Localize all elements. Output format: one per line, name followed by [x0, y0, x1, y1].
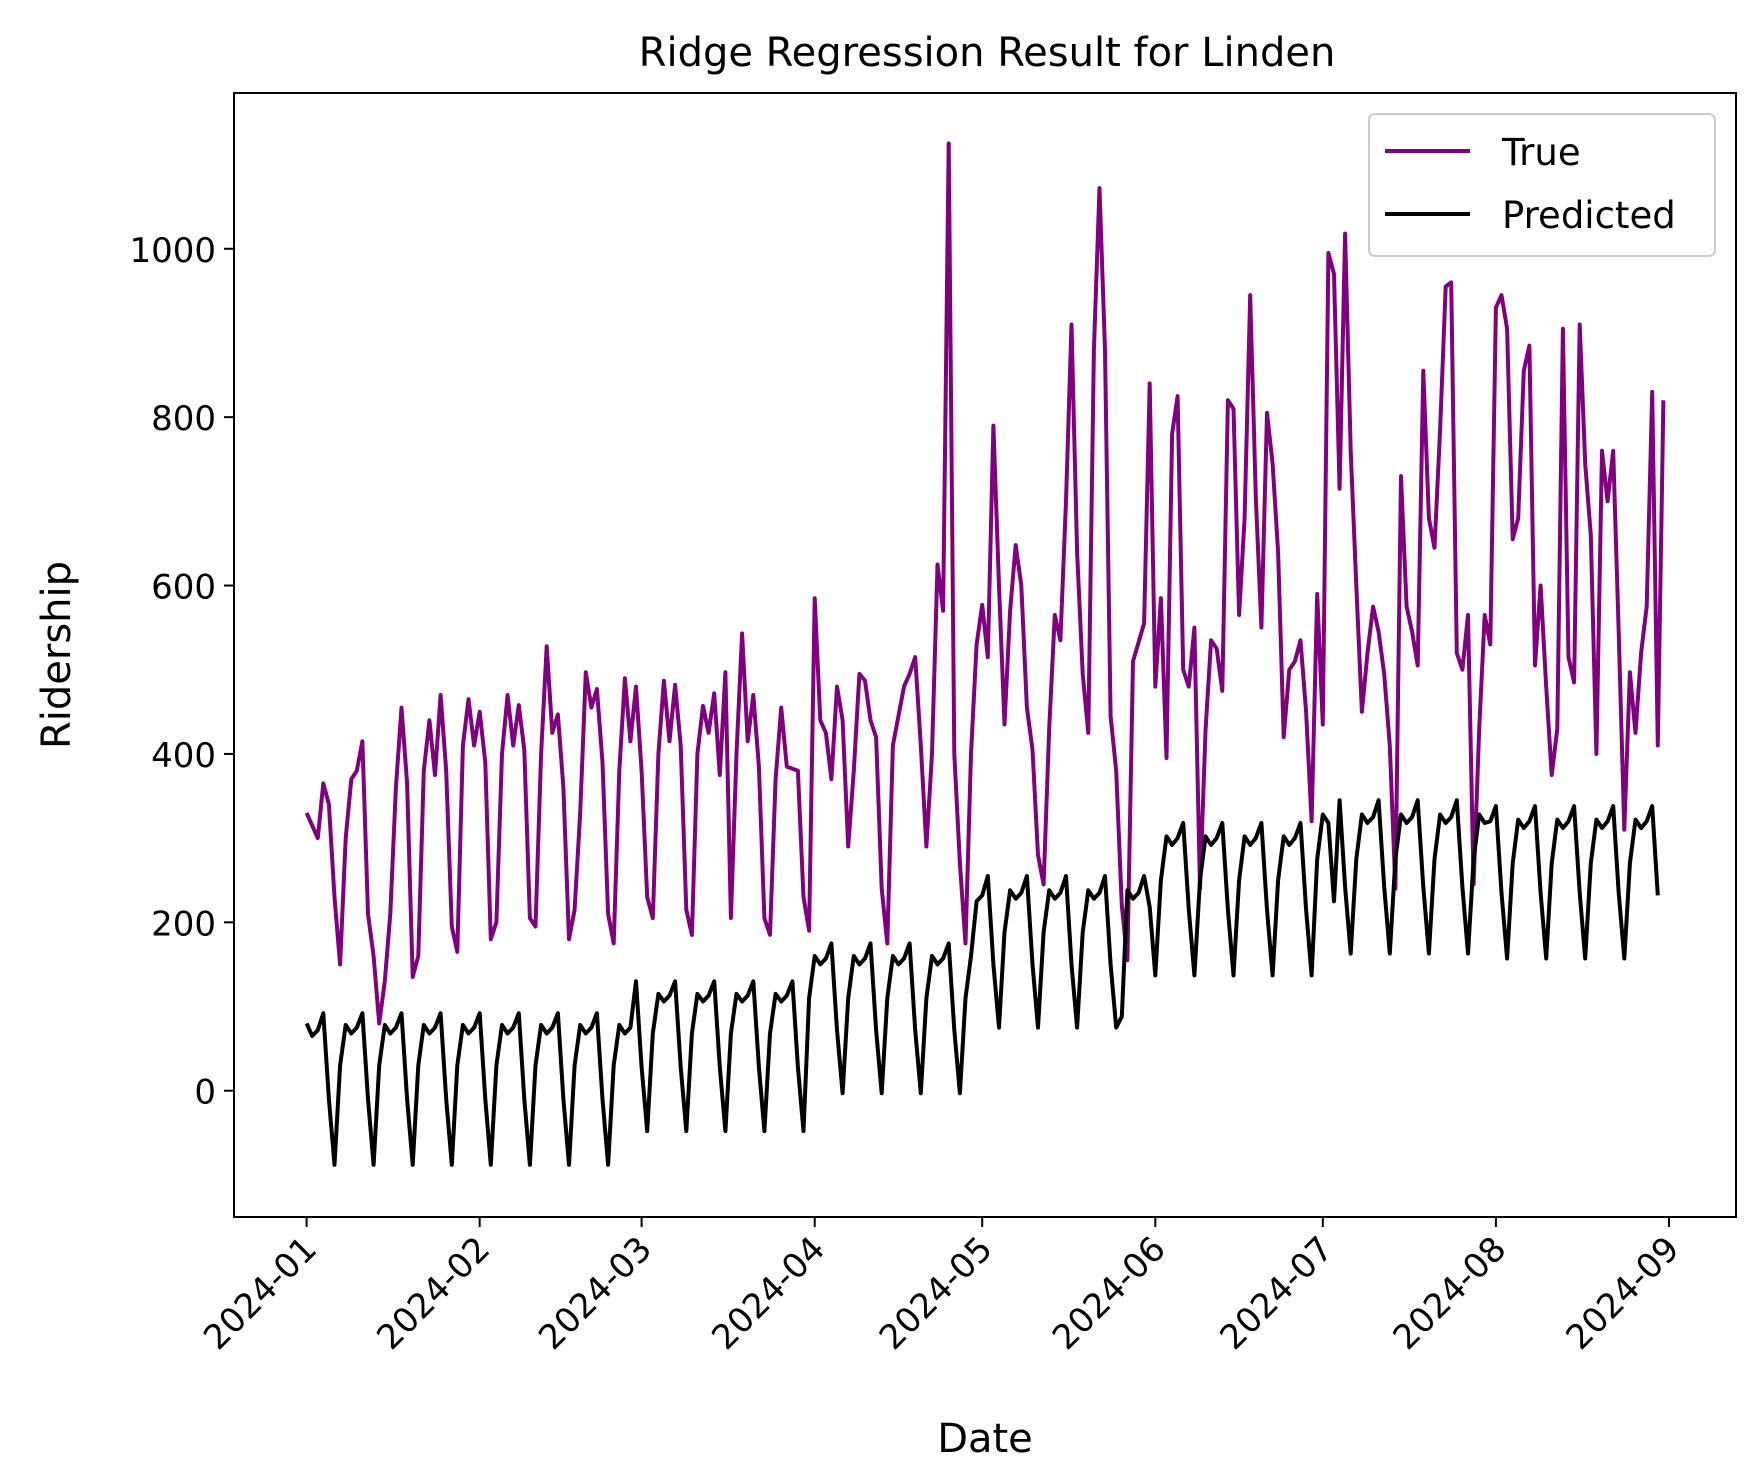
y-tick-label: 200: [151, 904, 216, 944]
y-axis-ticks: 0 200 400 600 800 1000: [129, 231, 234, 1113]
y-tick-label: 400: [151, 736, 216, 776]
series-line-true: [304, 141, 1666, 1026]
legend-label-predicted: Predicted: [1502, 194, 1676, 237]
chart-title: Ridge Regression Result for Linden: [639, 30, 1336, 76]
y-tick-label: 1000: [129, 231, 216, 271]
y-axis-label: Ridership: [34, 561, 80, 749]
y-tick-label: 800: [151, 399, 216, 439]
plot-frame: [233, 92, 1737, 1218]
legend: True Predicted: [1368, 113, 1716, 257]
y-tick-label: 600: [151, 568, 216, 608]
series-layer: [304, 141, 1666, 1167]
legend-label-true: True: [1501, 131, 1581, 174]
series-line-predicted: [304, 798, 1660, 1167]
y-tick-label: 0: [194, 1073, 216, 1113]
x-axis-label: Date: [937, 1416, 1033, 1462]
